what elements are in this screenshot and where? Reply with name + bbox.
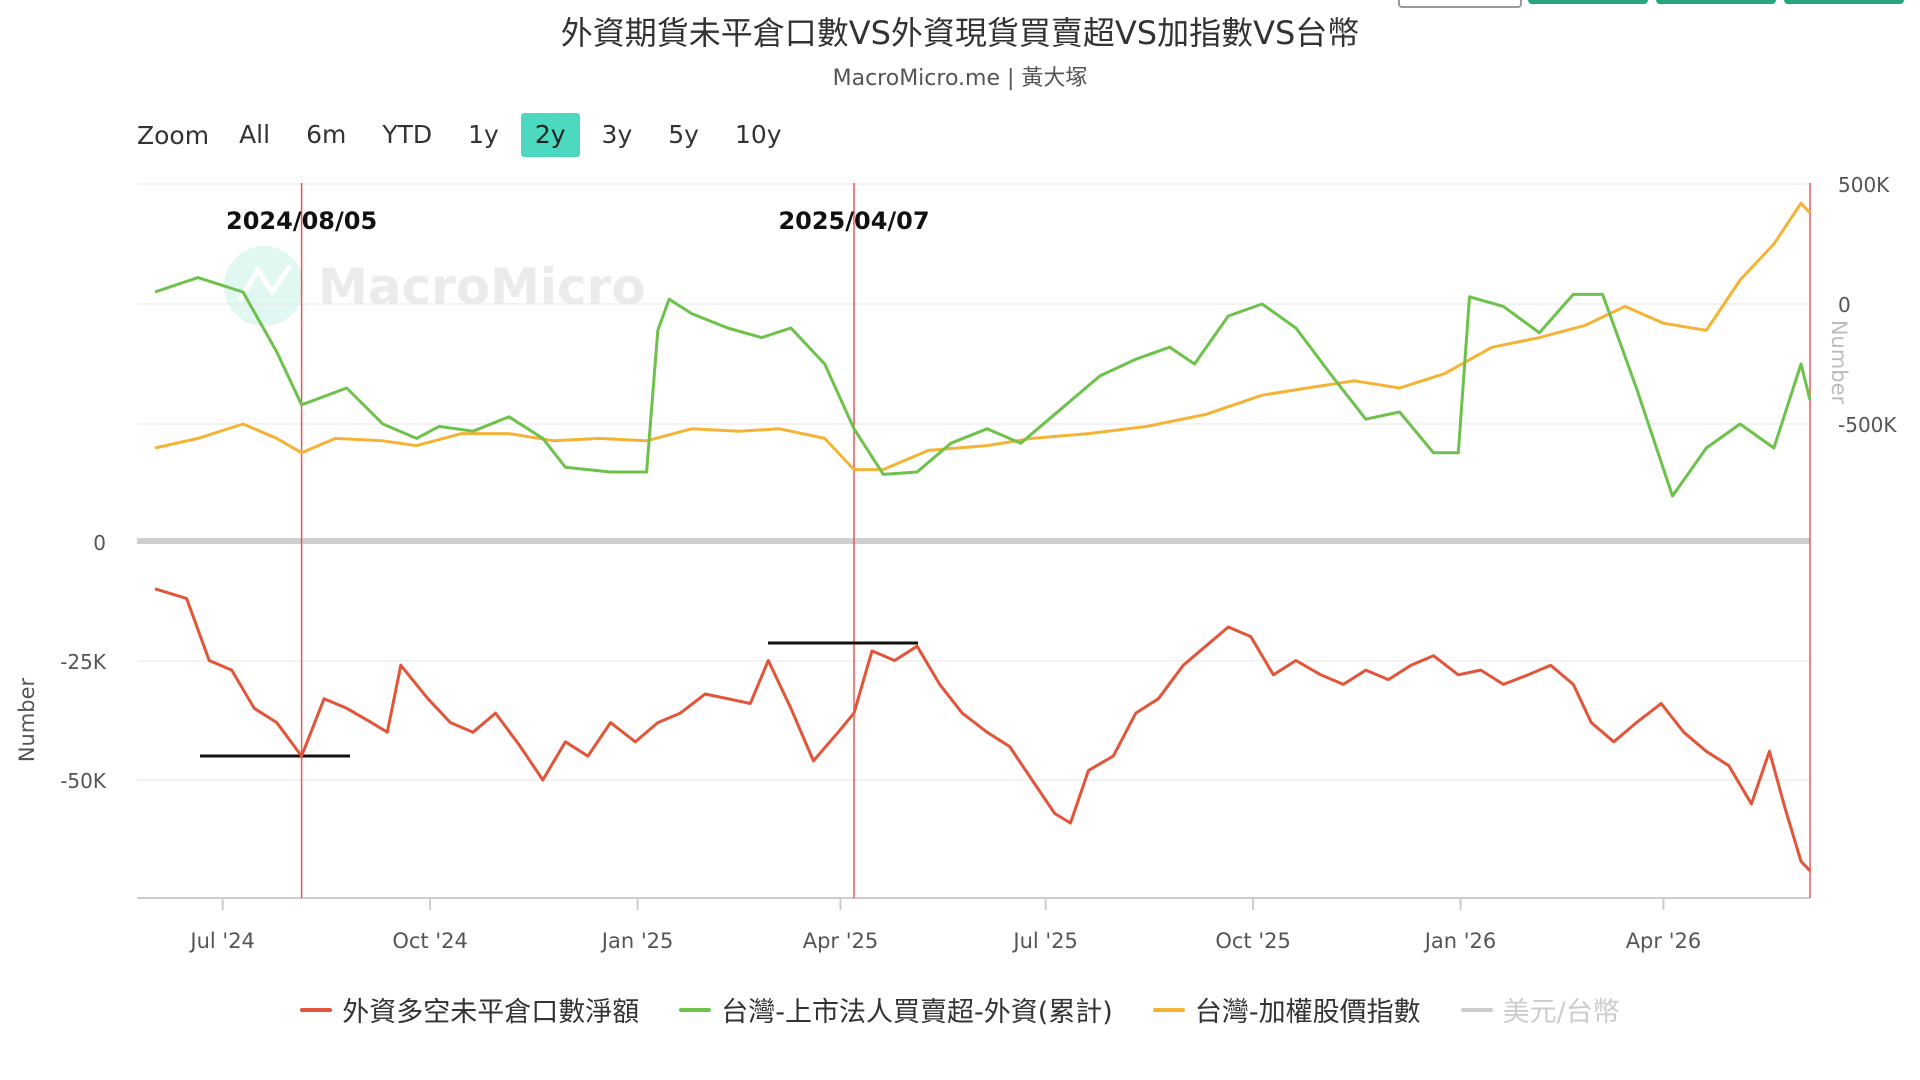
zoom-6m-button[interactable]: 6m (306, 120, 347, 149)
top-button-2[interactable] (1656, 0, 1776, 4)
watermark-text: MacroMicro (318, 258, 646, 316)
x-axis-tick-label: Apr '26 (1626, 929, 1702, 953)
series-line-foreign-cumulative (154, 276, 1812, 498)
legend-label-index: 台灣-加權股價指數 (1194, 997, 1421, 1028)
zoom-10y-button[interactable]: 10y (734, 120, 782, 149)
zoom-3y-button[interactable]: 3y (601, 120, 633, 149)
legend-label-futures: 外資多空未平倉口數淨額 (342, 997, 640, 1028)
left-axis-tick-50k: -50K (60, 769, 107, 793)
x-axis-tick-label: Jul '25 (1011, 929, 1078, 953)
x-axis-tick-label: Jul '24 (188, 929, 255, 953)
zoom-1y-button[interactable]: 1y (468, 120, 499, 149)
legend-item-futures[interactable]: 外資多空未平倉口數淨額 (300, 990, 639, 1029)
zoom-2y-button[interactable]: 2y (520, 113, 580, 157)
zoom-bar: Zoom All 6m YTD 1y 2y 3y 5y 10y (137, 113, 804, 157)
top-button-1[interactable] (1528, 0, 1648, 4)
right-axis-tick-neg500k: -500K (1838, 413, 1897, 437)
legend-item-index[interactable]: 台灣-加權股價指數 (1152, 990, 1421, 1029)
watermark-logo-icon (224, 246, 304, 326)
legend: 外資多空未平倉口數淨額 台灣-上市法人買賣超-外資(累計) 台灣-加權股價指數 … (0, 990, 1920, 1029)
x-axis-tick-label: Oct '24 (392, 929, 467, 953)
watermark-logo-mark-icon (237, 264, 293, 302)
chart-title: 外資期貨未平倉口數VS外資現貨買賣超VS加指數VS台幣 (560, 14, 1360, 52)
x-axis-tick-label: Apr '25 (803, 929, 879, 953)
zoom-all-button[interactable]: All (239, 120, 271, 149)
top-button-outline[interactable] (1398, 0, 1522, 8)
watermark: MacroMicro (224, 246, 646, 326)
legend-swatch-index (1152, 1007, 1185, 1012)
x-axis-tick-label: Oct '25 (1215, 929, 1290, 953)
legend-swatch-foreign (679, 1007, 712, 1012)
right-axis-tick-500k: 500K (1838, 173, 1890, 197)
right-axis-title: Number (1827, 320, 1851, 405)
left-axis-title: Number (15, 677, 39, 762)
left-axis-tick-0: 0 (93, 531, 106, 555)
annotation-label-20250407: 2025/04/07 (778, 207, 929, 235)
legend-label-usdtwd: 美元/台幣 (1502, 997, 1620, 1028)
chart-subtitle: MacroMicro.me | 黃大塚 (832, 66, 1088, 91)
zoom-label: Zoom (137, 120, 210, 150)
x-axis: Jul '24 Oct '24 Jan '25 Apr '25 Jul '25 Oct '… (188, 898, 1701, 953)
legend-item-foreign[interactable]: 台灣-上市法人買賣超-外資(累計) (679, 990, 1113, 1029)
legend-label-foreign: 台灣-上市法人買賣超-外資(累計) (721, 997, 1113, 1028)
legend-swatch-futures (300, 1007, 333, 1012)
x-axis-tick-label: Jan '25 (600, 929, 674, 953)
right-axis-tick-0: 0 (1838, 293, 1851, 317)
left-axis-tick-25k: -25K (60, 650, 107, 674)
series-line-futures-net (154, 587, 1812, 872)
zoom-5y-button[interactable]: 5y (668, 120, 699, 149)
series-line-index (154, 201, 1812, 472)
top-button-3[interactable] (1784, 0, 1904, 4)
annotation-label-20240805: 2024/08/05 (226, 207, 377, 235)
zoom-ytd-button[interactable]: YTD (382, 120, 433, 149)
legend-swatch-usdtwd (1460, 1007, 1493, 1012)
legend-item-usdtwd[interactable]: 美元/台幣 (1460, 990, 1620, 1029)
x-axis-tick-label: Jan '26 (1423, 929, 1497, 953)
